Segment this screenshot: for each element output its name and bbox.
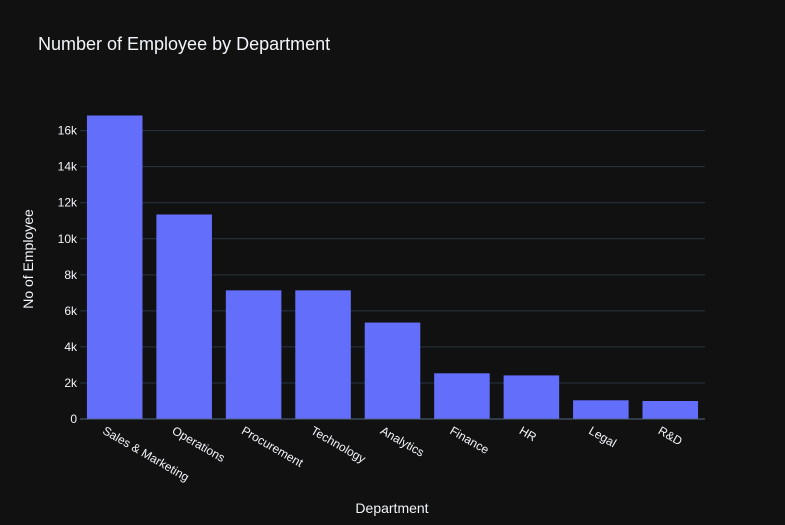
chart-title: Number of Employee by Department xyxy=(38,34,330,54)
x-tick-label: Finance xyxy=(447,423,491,457)
y-tick-label: 16k xyxy=(58,124,78,138)
x-tick-label: Legal xyxy=(586,423,618,450)
y-tick-label: 12k xyxy=(58,196,78,210)
y-tick-label: 0 xyxy=(70,412,77,426)
x-tick-label: Analytics xyxy=(378,423,427,459)
bar-legal[interactable] xyxy=(573,400,629,419)
bar-analytics[interactable] xyxy=(364,322,421,419)
y-tick-label: 10k xyxy=(58,232,78,246)
bar-finance[interactable] xyxy=(434,373,490,419)
y-tick-label: 4k xyxy=(64,340,78,354)
bar-procurement[interactable] xyxy=(225,290,282,419)
y-tick-labels: 0 2k 4k 6k 8k 10k 12k 14k 16k xyxy=(58,124,78,426)
bar-technology[interactable] xyxy=(295,290,351,419)
y-tick-label: 8k xyxy=(64,268,78,282)
bar-hr[interactable] xyxy=(503,375,560,419)
x-tick-label: Technology xyxy=(309,423,369,465)
y-tick-label: 14k xyxy=(58,160,78,174)
x-tick-label: Procurement xyxy=(239,423,306,470)
y-tick-label: 6k xyxy=(64,304,78,318)
y-axis-title: No of Employee xyxy=(20,209,36,309)
x-tick-label: R&D xyxy=(656,423,685,448)
bar-operations[interactable] xyxy=(156,214,212,419)
bar-sales-marketing[interactable] xyxy=(86,115,143,419)
y-tick-label: 2k xyxy=(64,376,78,390)
x-tick-label: Operations xyxy=(170,423,228,464)
x-tick-label: HR xyxy=(517,423,539,444)
x-axis-title: Department xyxy=(355,500,428,516)
bars[interactable] xyxy=(86,115,699,419)
bar-r-d[interactable] xyxy=(642,400,699,419)
